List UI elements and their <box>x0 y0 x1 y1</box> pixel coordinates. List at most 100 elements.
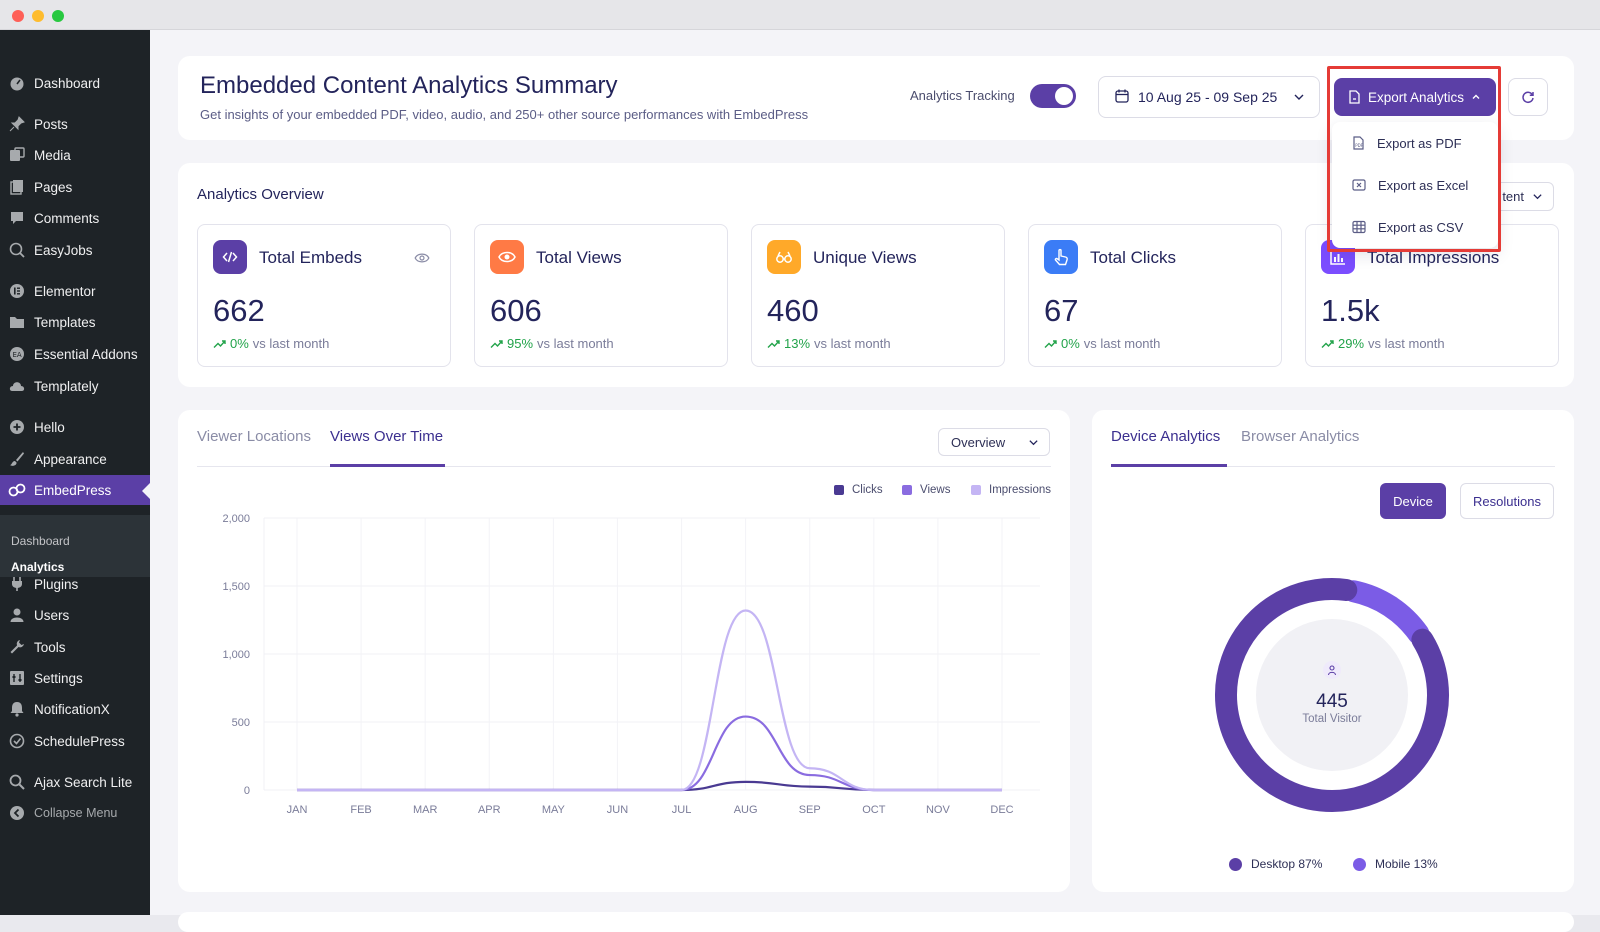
stat-value: 1.5k <box>1321 293 1380 328</box>
views-line-chart: 0 500 1,000 1,500 2,000 JAN FEB MAR APR MAY JUN JUL… <box>222 513 1040 816</box>
legend-label: Mobile 13% <box>1375 857 1438 871</box>
file-export-icon <box>1348 90 1361 104</box>
views-select-value: Overview <box>951 434 1006 450</box>
sidebar-item-plugins[interactable]: Plugins <box>0 569 150 599</box>
y-tick-label: 2,000 <box>222 513 250 525</box>
sidebar-item-templates[interactable]: Templates <box>0 307 150 337</box>
resolutions-button[interactable]: Resolutions <box>1460 483 1554 519</box>
stat-value: 460 <box>767 293 819 328</box>
stat-value: 662 <box>213 293 265 328</box>
highlight-box <box>1327 66 1501 252</box>
minimize-window-button[interactable] <box>32 10 44 22</box>
sidebar-item-tools[interactable]: Tools <box>0 632 150 662</box>
refresh-button[interactable] <box>1508 78 1548 116</box>
trend-suffix: vs last month <box>252 336 330 351</box>
notificationx-icon <box>8 700 26 718</box>
trend-up-icon <box>213 339 226 349</box>
legend-label: Desktop 87% <box>1251 857 1323 871</box>
sidebar-item-notificationx[interactable]: NotificationX <box>0 694 150 724</box>
sidebar-item-label: EmbedPress <box>34 482 112 498</box>
device-button[interactable]: Device <box>1380 483 1446 519</box>
page-subtitle: Get insights of your embedded PDF, video… <box>200 107 809 122</box>
sidebar-item-comments[interactable]: Comments <box>0 203 150 233</box>
x-tick-label: AUG <box>734 804 758 816</box>
submenu-dashboard[interactable]: Dashboard <box>11 534 70 548</box>
refresh-icon <box>1521 90 1535 104</box>
export-csv-option[interactable]: Export as CSV <box>1332 207 1498 247</box>
sidebar-item-dashboard[interactable]: Dashboard <box>0 68 150 98</box>
export-analytics-button[interactable]: Export Analytics <box>1334 78 1496 116</box>
stat-card-total-clicks: Total Clicks 67 0% vs last month <box>1028 224 1282 367</box>
brush-icon <box>8 450 26 468</box>
sidebar-item-label: Users <box>34 607 70 623</box>
sidebar-item-label: NotificationX <box>34 701 110 717</box>
trend-up-icon <box>1044 339 1057 349</box>
pdf-file-icon: PDF <box>1352 136 1365 150</box>
trend-up-icon <box>767 339 780 349</box>
sidebar-item-settings[interactable]: Settings <box>0 663 150 693</box>
sidebar-item-templately[interactable]: Templately <box>0 371 150 401</box>
total-visitor-value: 445 <box>1316 691 1348 712</box>
y-tick-label: 500 <box>232 717 250 729</box>
tab-views-over-time[interactable]: Views Over Time <box>330 428 444 445</box>
trend-suffix: vs last month <box>814 336 891 351</box>
sidebar-item-schedulepress[interactable]: SchedulePress <box>0 726 150 756</box>
stat-card-unique-views: Unique Views 460 13% vs last month <box>751 224 1005 367</box>
stat-label: Total Embeds <box>259 248 362 267</box>
comment-icon <box>8 209 26 227</box>
sidebar-item-essential-addons[interactable]: EA Essential Addons <box>0 339 150 369</box>
schedulepress-icon <box>8 732 26 750</box>
sidebar-item-label: Essential Addons <box>34 346 138 362</box>
title-bar <box>0 0 1600 30</box>
x-tick-label: JAN <box>287 804 308 816</box>
y-tick-label: 1,000 <box>222 649 250 661</box>
sidebar-item-label: Templately <box>34 378 99 394</box>
sidebar-item-label: Settings <box>34 670 83 686</box>
close-window-button[interactable] <box>12 10 24 22</box>
sidebar-item-label: Tools <box>34 639 66 655</box>
visitor-icon <box>1323 661 1341 679</box>
sidebar-item-hello[interactable]: Hello <box>0 412 150 442</box>
sidebar-item-label: Comments <box>34 210 100 226</box>
x-tick-label: SEP <box>799 804 821 816</box>
x-tick-label: MAR <box>413 804 438 816</box>
sidebar-item-media[interactable]: Media <box>0 140 150 170</box>
export-pdf-option[interactable]: PDF Export as PDF <box>1332 123 1498 163</box>
legend-swatch <box>971 485 981 495</box>
tab-divider <box>197 466 1051 467</box>
sidebar-item-embedpress[interactable]: EmbedPress <box>0 475 150 505</box>
export-csv-label: Export as CSV <box>1378 219 1464 235</box>
export-excel-label: Export as Excel <box>1378 177 1469 193</box>
sidebar-item-easyjobs[interactable]: EasyJobs <box>0 235 150 265</box>
sidebar-item-collapse-menu[interactable]: Collapse Menu <box>0 798 150 828</box>
sidebar-item-posts[interactable]: Posts <box>0 109 150 139</box>
sidebar-item-pages[interactable]: Pages <box>0 172 150 202</box>
chevron-down-icon <box>1028 437 1039 448</box>
submenu-analytics[interactable]: Analytics <box>11 560 65 574</box>
donut-slice-mobile <box>1342 580 1430 645</box>
user-icon <box>8 606 26 624</box>
sidebar-item-label: EasyJobs <box>34 242 93 258</box>
sidebar-item-users[interactable]: Users <box>0 600 150 630</box>
legend-impressions: Impressions <box>971 484 1051 496</box>
tab-browser-analytics[interactable]: Browser Analytics <box>1241 428 1360 445</box>
views-select[interactable]: Overview <box>938 428 1050 456</box>
sidebar-item-elementor[interactable]: Elementor <box>0 276 150 306</box>
eye-icon[interactable] <box>414 251 430 269</box>
easyjobs-icon <box>8 241 26 259</box>
calendar-icon <box>1115 89 1129 106</box>
filter-value: tent <box>1502 189 1524 204</box>
export-label: Export Analytics <box>1368 89 1465 105</box>
tab-device-analytics[interactable]: Device Analytics <box>1111 428 1221 445</box>
maximize-window-button[interactable] <box>52 10 64 22</box>
analytics-tracking-toggle[interactable] <box>1030 84 1076 108</box>
chevron-down-icon <box>1532 191 1543 202</box>
sidebar-item-ajax-search-lite[interactable]: Ajax Search Lite <box>0 767 150 797</box>
page-title: Embedded Content Analytics Summary <box>200 72 618 99</box>
date-range-picker[interactable]: 10 Aug 25 - 09 Sep 25 <box>1098 76 1320 118</box>
export-pdf-label: Export as PDF <box>1377 135 1462 151</box>
trend-percent: 29% <box>1338 336 1365 351</box>
tab-viewer-locations[interactable]: Viewer Locations <box>197 428 311 445</box>
export-excel-option[interactable]: Export as Excel <box>1332 165 1498 205</box>
sidebar-item-appearance[interactable]: Appearance <box>0 444 150 474</box>
